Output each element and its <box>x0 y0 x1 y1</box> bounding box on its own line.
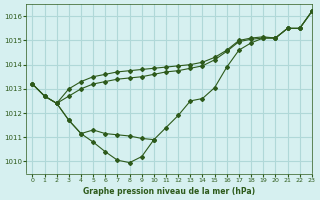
X-axis label: Graphe pression niveau de la mer (hPa): Graphe pression niveau de la mer (hPa) <box>83 187 255 196</box>
